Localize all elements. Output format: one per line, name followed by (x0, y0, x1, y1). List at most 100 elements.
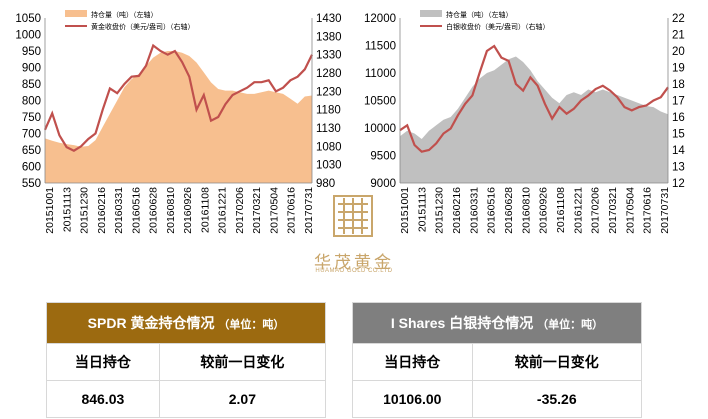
gold-holdings-panel: SPDR 黄金持仓情况 （单位：吨） 当日持仓 较前一日变化 846.03 2.… (46, 302, 327, 418)
silver-panel-header: I Shares 白银持仓情况 （单位：吨） (352, 302, 642, 344)
gold-x-tick-label: 20170321 (251, 187, 263, 234)
silver-x-tick-label: 20151230 (434, 187, 446, 234)
silver-right-tick-label: 12 (672, 178, 685, 190)
silver-x-tick-label: 20160628 (503, 187, 515, 234)
silver-col-holding-label: 当日持仓 (352, 343, 473, 381)
silver-x-tick-label: 20170504 (624, 187, 636, 234)
silver-x-tick-label: 20170321 (607, 187, 619, 234)
gold-left-tick-label: 650 (22, 145, 41, 157)
gold-x-tick-label: 20160331 (113, 187, 125, 234)
silver-left-tick-label: 9500 (370, 151, 396, 163)
gold-left-tick-label: 1000 (15, 30, 41, 42)
charts-canvas: 550 600 650 700 750 800 850 900 950 1000 1050 980 10… (15, 10, 685, 234)
silver-right-tick-label: 21 (672, 30, 685, 42)
gold-x-tick-label: 20160216 (96, 187, 108, 234)
silver-panel-unit: （单位：吨） (537, 319, 604, 331)
gold-right-tick-label: 1080 (316, 141, 342, 153)
silver-legend-holdings: 持仓量（吨）（左轴） (446, 10, 513, 19)
gold-left-tick-label: 800 (22, 96, 41, 108)
silver-price-line (399, 44, 669, 153)
silver-x-tick-label: 20160216 (451, 187, 463, 234)
silver-right-tick-label: 19 (672, 63, 685, 75)
silver-holding-value: 10106.00 (352, 380, 473, 418)
gold-x-tick-label: 20151230 (79, 187, 91, 234)
silver-x-tick-label: 20161221 (572, 187, 584, 234)
silver-col-change-label: 较前一日变化 (471, 343, 643, 381)
gold-left-tick-label: 900 (22, 63, 41, 75)
gold-left-tick-label: 950 (22, 46, 41, 58)
silver-right-tick-label: 16 (672, 112, 685, 124)
gold-change-value: 2.07 (158, 380, 327, 418)
silver-holdings-area (400, 56, 668, 183)
gold-legend-price: 黄金收盘价（美元/盎司）（右轴） (91, 22, 194, 31)
gold-x-tick-label: 20160516 (130, 187, 142, 234)
gold-price-line (43, 43, 313, 152)
gold-left-tick-label: 1050 (15, 13, 41, 25)
silver-panel-title: I Shares 白银持仓情况 (390, 315, 534, 331)
gold-left-tick-label: 700 (22, 129, 41, 141)
silver-right-tick-label: 14 (672, 145, 685, 157)
silver-change-value: -35.26 (471, 380, 643, 418)
gold-panel-unit: （单位：吨） (218, 319, 285, 331)
gold-panel-title: SPDR 黄金持仓情况 (87, 315, 215, 331)
silver-holdings-panel: I Shares 白银持仓情况 （单位：吨） 当日持仓 较前一日变化 10106… (352, 302, 643, 418)
gold-x-tick-label: 20151001 (44, 187, 56, 234)
gold-holdings-area (45, 51, 312, 183)
gold-right-tick-label: 1180 (316, 105, 341, 117)
silver-x-tick-label: 20151001 (399, 187, 411, 234)
silver-x-tick-label: 20151113 (416, 187, 428, 232)
gold-right-tick-label: 980 (316, 178, 335, 190)
silver-chart: 9000 9500 10000 10500 11000 11500 12000 12 13 14 1… (364, 10, 685, 234)
silver-left-tick-label: 12000 (364, 13, 396, 25)
gold-x-tick-label: 20160810 (165, 187, 177, 234)
silver-x-tick-label: 20170206 (590, 187, 602, 234)
silver-left-tick-label: 11000 (365, 68, 396, 80)
gold-panel-header: SPDR 黄金持仓情况 （单位：吨） (46, 302, 326, 344)
gold-x-tick-label: 20161221 (217, 187, 229, 234)
gold-left-tick-label: 750 (22, 112, 41, 124)
gold-right-tick-label: 1330 (316, 50, 342, 62)
gold-x-tick-label: 20160628 (148, 187, 160, 234)
silver-right-tick-label: 15 (672, 129, 685, 141)
gold-right-tick-label: 1030 (316, 160, 342, 172)
gold-x-tick-label: 20161108 (199, 187, 211, 233)
silver-x-tick-label: 20160331 (468, 187, 480, 234)
gold-x-tick-label: 20160926 (182, 187, 194, 234)
gold-left-tick-label: 550 (22, 178, 41, 190)
gold-x-tick-label: 20170731 (303, 187, 315, 234)
gold-x-tick-label: 20170206 (234, 187, 246, 234)
gold-chart: 550 600 650 700 750 800 850 900 950 1000 1050 980 10… (15, 10, 342, 234)
gold-right-tick-label: 1430 (316, 13, 342, 25)
silver-right-tick-label: 22 (672, 13, 685, 25)
gold-left-tick-label: 850 (22, 79, 41, 91)
silver-right-tick-label: 17 (672, 96, 685, 108)
silver-legend-price: 白银收盘价（美元/盎司）（右轴） (446, 22, 549, 31)
silver-x-tick-label: 20170616 (642, 187, 654, 234)
huamao-logo-icon (333, 195, 373, 237)
gold-x-tick-label: 20170616 (286, 187, 298, 234)
silver-left-tick-label: 10000 (364, 123, 396, 135)
gold-col-holding-label: 当日持仓 (46, 343, 160, 381)
silver-x-tick-label: 20160810 (520, 187, 532, 234)
gold-right-tick-label: 1230 (316, 86, 342, 98)
gold-x-tick-label: 20151113 (61, 187, 73, 232)
gold-right-tick-label: 1380 (316, 31, 342, 43)
gold-left-tick-label: 600 (22, 162, 41, 174)
silver-x-tick-label: 20170731 (659, 187, 671, 234)
silver-right-tick-label: 18 (672, 79, 685, 91)
gold-x-tick-label: 20170504 (268, 187, 280, 234)
silver-left-tick-label: 10500 (364, 96, 396, 108)
silver-left-tick-label: 9000 (370, 178, 396, 190)
logo-english-name: HUAMAO GOLD CO.LTD (315, 268, 393, 274)
gold-right-tick-label: 1280 (316, 68, 342, 80)
gold-col-change-label: 较前一日变化 (158, 343, 327, 381)
silver-x-tick-label: 20161108 (555, 187, 567, 233)
silver-right-tick-label: 20 (672, 46, 685, 58)
gold-legend-holdings: 持仓量（吨）（左轴） (91, 10, 158, 19)
silver-x-tick-label: 20160516 (486, 187, 498, 234)
gold-legend-area-swatch (65, 10, 87, 17)
silver-legend-area-swatch (420, 10, 442, 17)
logo-chinese-name: 华茂黄金 (314, 253, 394, 272)
silver-left-tick-label: 11500 (365, 41, 396, 53)
gold-right-tick-label: 1130 (316, 123, 341, 135)
